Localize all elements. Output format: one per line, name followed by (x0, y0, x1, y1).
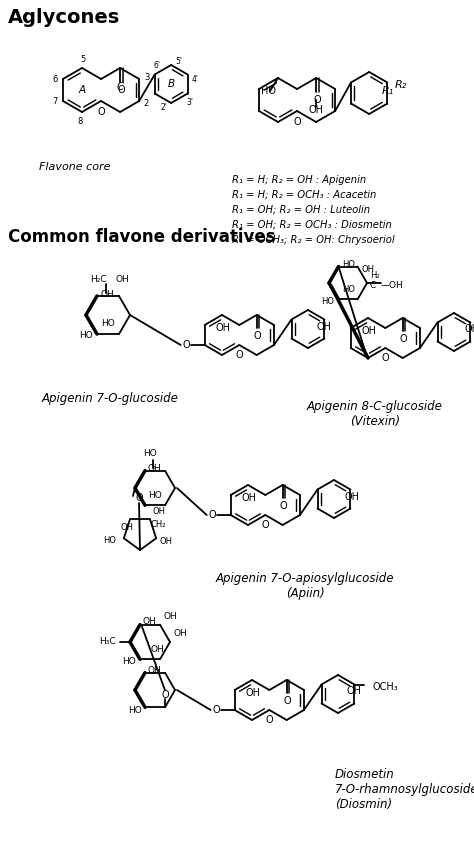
Text: HO: HO (122, 657, 136, 665)
Text: R₁ = OH; R₂ = OCH₃ : Diosmetin: R₁ = OH; R₂ = OCH₃ : Diosmetin (232, 220, 392, 230)
Text: R₂: R₂ (394, 81, 407, 90)
Text: Apigenin 7-O-glucoside: Apigenin 7-O-glucoside (42, 392, 178, 405)
Text: C: C (370, 281, 376, 289)
Text: O: O (135, 493, 143, 503)
Text: 7: 7 (52, 96, 58, 106)
Text: 3: 3 (145, 72, 150, 82)
Text: OH: OH (164, 612, 178, 621)
Text: HO: HO (79, 330, 93, 340)
Text: OH: OH (241, 493, 256, 503)
Text: OH: OH (246, 688, 261, 698)
Text: HO: HO (101, 318, 115, 328)
Text: OH: OH (216, 323, 230, 333)
Text: OH: OH (148, 666, 162, 675)
Text: B: B (168, 79, 175, 89)
Text: 5: 5 (81, 54, 86, 64)
Text: OH: OH (120, 523, 134, 532)
Text: HO: HO (321, 297, 335, 306)
Text: OCH₃: OCH₃ (373, 683, 398, 693)
Text: 4': 4' (192, 75, 199, 84)
Text: Aglycones: Aglycones (8, 8, 120, 27)
Text: O: O (382, 353, 389, 363)
Text: OH: OH (101, 290, 115, 300)
Text: O: O (265, 715, 273, 725)
Text: R₁: R₁ (381, 87, 393, 96)
Text: OH: OH (345, 492, 360, 501)
Text: O: O (183, 340, 191, 350)
Text: H₂C: H₂C (90, 275, 106, 283)
Text: OH: OH (465, 324, 474, 334)
Text: O: O (313, 95, 321, 105)
Text: OH: OH (309, 105, 324, 115)
Text: 6': 6' (153, 61, 160, 70)
Text: OH: OH (317, 322, 332, 332)
Text: HO: HO (343, 260, 356, 269)
Text: 8: 8 (77, 117, 82, 125)
Text: Apigenin 7-O-apiosylglucoside
(Apiin): Apigenin 7-O-apiosylglucoside (Apiin) (216, 572, 394, 600)
Text: A: A (78, 85, 86, 95)
Text: 6: 6 (52, 75, 58, 83)
Text: Flavone core: Flavone core (39, 162, 111, 172)
Text: HO: HO (103, 536, 116, 545)
Text: CH₂: CH₂ (150, 520, 166, 528)
Text: OH: OH (362, 265, 374, 274)
Text: HO: HO (261, 86, 276, 96)
Text: O: O (209, 510, 217, 520)
Text: H₃C: H₃C (100, 637, 116, 647)
Text: Apigenin 8-C-glucoside
(Vitexin): Apigenin 8-C-glucoside (Vitexin) (307, 400, 443, 428)
Text: Common flavone derivatives: Common flavone derivatives (8, 228, 275, 246)
Text: HO: HO (128, 705, 142, 715)
Text: OH: OH (143, 617, 157, 626)
Text: O: O (161, 690, 169, 700)
Text: H₂: H₂ (370, 271, 380, 279)
Text: O: O (97, 107, 105, 117)
Text: 2: 2 (144, 99, 149, 107)
Text: O: O (262, 520, 269, 530)
Text: O: O (254, 331, 262, 341)
Text: R₁ = H; R₂ = OH : Apigenin: R₁ = H; R₂ = OH : Apigenin (232, 175, 366, 185)
Text: C: C (117, 82, 124, 92)
Text: OH: OH (362, 326, 376, 336)
Text: 2': 2' (161, 104, 168, 112)
Text: O: O (280, 501, 287, 511)
Text: HO: HO (148, 491, 162, 500)
Text: R₁ = OH; R₂ = OH : Luteolin: R₁ = OH; R₂ = OH : Luteolin (232, 205, 370, 215)
Text: O: O (284, 696, 292, 706)
Text: OH: OH (153, 506, 166, 516)
Text: OH: OH (148, 464, 162, 473)
Text: 3': 3' (186, 98, 193, 107)
Text: O: O (213, 705, 220, 715)
Text: OH: OH (174, 630, 188, 638)
Text: HO: HO (143, 449, 157, 459)
Text: 5': 5' (176, 58, 182, 66)
Text: O: O (117, 85, 125, 95)
Text: OH: OH (347, 686, 362, 695)
Text: HO: HO (343, 285, 356, 294)
Text: OH: OH (150, 645, 164, 654)
Text: O: O (293, 117, 301, 127)
Text: R₁ = H; R₂ = OCH₃ : Acacetin: R₁ = H; R₂ = OCH₃ : Acacetin (232, 190, 376, 200)
Text: OH: OH (116, 275, 130, 283)
Text: OH: OH (159, 537, 172, 545)
Text: R₁ = OCH₃; R₂ = OH: Chrysoeriol: R₁ = OCH₃; R₂ = OH: Chrysoeriol (232, 235, 395, 245)
Text: —OH: —OH (381, 281, 404, 289)
Text: Diosmetin
7-O-rhamnosylglucoside
(Diosmin): Diosmetin 7-O-rhamnosylglucoside (Diosmi… (335, 768, 474, 811)
Text: O: O (400, 334, 408, 344)
Text: O: O (236, 350, 243, 360)
